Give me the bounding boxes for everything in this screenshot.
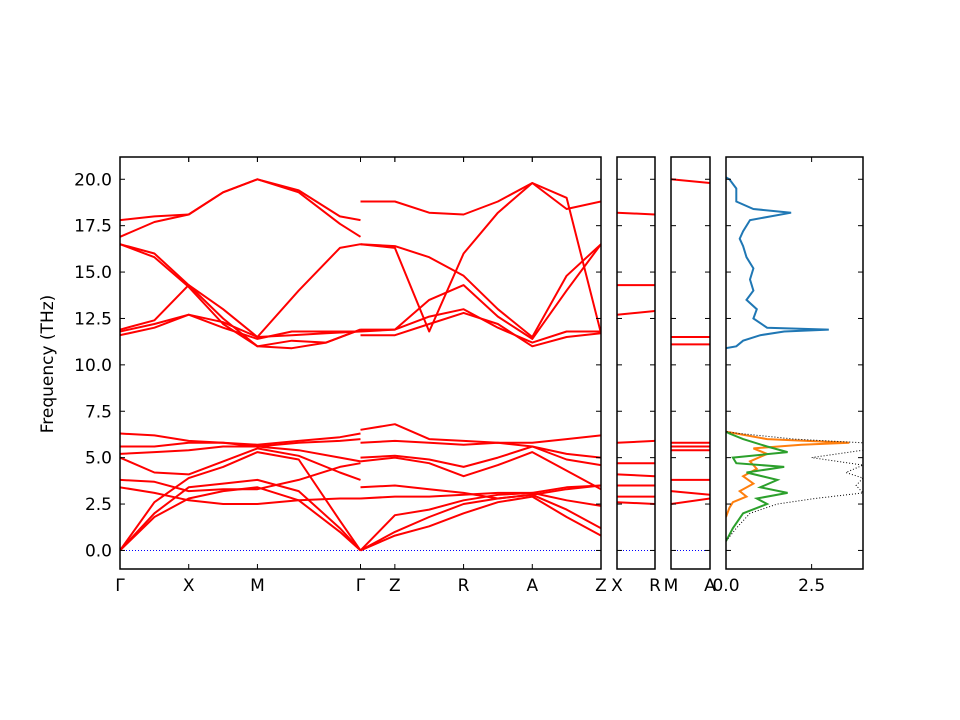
y-tick-label: 17.5 — [74, 217, 112, 237]
phonon-band-7 — [360, 439, 601, 459]
phonon-band-8 — [120, 432, 361, 446]
y-tick-label: 7.5 — [85, 402, 112, 422]
phonon-band-12 — [360, 243, 601, 338]
phonon-band-14 — [120, 178, 362, 238]
phonon-band-10 — [360, 308, 601, 344]
x-tick-label: R — [458, 576, 470, 596]
phonon-band-6 — [617, 310, 655, 316]
phonon-band-0 — [671, 497, 710, 505]
dos-panel-frame — [725, 156, 864, 570]
phonon-band-9 — [120, 313, 361, 338]
band-panel-x-r-frame — [616, 156, 656, 570]
x-tick-label: 2.5 — [798, 576, 825, 596]
phonon-band-2 — [359, 491, 601, 552]
x-tick-label: Z — [595, 576, 607, 596]
phonon-band-3 — [360, 484, 601, 500]
phonon-band-5 — [120, 447, 361, 481]
band-panel-x-r-plot-area — [617, 211, 655, 551]
y-tick-label: 15.0 — [74, 263, 112, 283]
y-tick-label: 0.0 — [85, 541, 112, 561]
phonon-band-15 — [120, 178, 361, 222]
dos-series-1 — [726, 430, 850, 518]
phonon-band-11 — [360, 243, 601, 340]
phonon-band-8 — [671, 178, 710, 184]
y-tick-label: 12.5 — [74, 309, 112, 329]
phonon-band-6 — [360, 445, 601, 468]
x-tick-label: M — [664, 576, 679, 596]
y-tick-label: 20.0 — [74, 170, 112, 190]
x-tick-label: M — [250, 576, 265, 596]
dos-panel: 0.0 2.5 — [712, 156, 864, 596]
phonon-band-14 — [360, 182, 601, 216]
y-tick-label: 2.5 — [85, 495, 112, 515]
phonon-band-1 — [360, 493, 601, 552]
dos-panel-plot-area — [726, 176, 863, 542]
phonon-band-1 — [671, 490, 710, 496]
phonon-band-2 — [120, 451, 362, 551]
band-panel-m-a-frame — [670, 156, 711, 570]
phonon-band-11 — [120, 284, 361, 348]
band-panel-main-plot-area — [120, 178, 601, 552]
phonon-band-13 — [360, 182, 601, 334]
phonon-band-5 — [360, 451, 601, 491]
phonon-band-3 — [120, 486, 361, 505]
phonon-band-6 — [120, 445, 361, 463]
band-panel-main: 0.0 2.5 5.0 7.5 10.0 12.5 15.0 17.5 20.0 Γ X M Γ Z R A Z — [74, 156, 607, 596]
x-tick-label: X — [611, 576, 623, 596]
phonon-band-5 — [617, 439, 655, 444]
phonon-band-1 — [120, 478, 362, 552]
phonon-band-13 — [120, 243, 361, 338]
y-tick-label: 5.0 — [85, 449, 112, 469]
x-tick-label: 0.0 — [712, 576, 739, 596]
band-panel-m-a-plot-area — [671, 178, 710, 551]
phonon-band-12 — [120, 243, 361, 350]
y-axis-label: Frequency (THz) — [38, 295, 58, 434]
band-panel-main-frame — [119, 156, 602, 570]
dos-series-0 — [726, 176, 829, 350]
dos-series-3 — [726, 431, 863, 542]
x-tick-label: X — [183, 576, 195, 596]
phonon-band-0 — [360, 495, 601, 552]
x-tick-label: A — [526, 576, 538, 596]
x-tick-label: A — [704, 576, 716, 596]
y-tick-label: 10.0 — [74, 356, 112, 376]
phonon-band-4 — [360, 484, 601, 500]
x-tick-label: Γ — [356, 576, 366, 596]
phonon-band-0 — [617, 501, 655, 505]
x-tick-label: R — [649, 576, 661, 596]
phonon-band-3 — [617, 473, 655, 478]
phonon-band-8 — [360, 423, 601, 444]
phonon-band-4 — [120, 462, 361, 493]
dos-series-2 — [726, 430, 788, 542]
x-tick-label: Z — [389, 576, 401, 596]
x-tick-label: Γ — [115, 576, 125, 596]
phonon-band-8 — [617, 211, 655, 216]
